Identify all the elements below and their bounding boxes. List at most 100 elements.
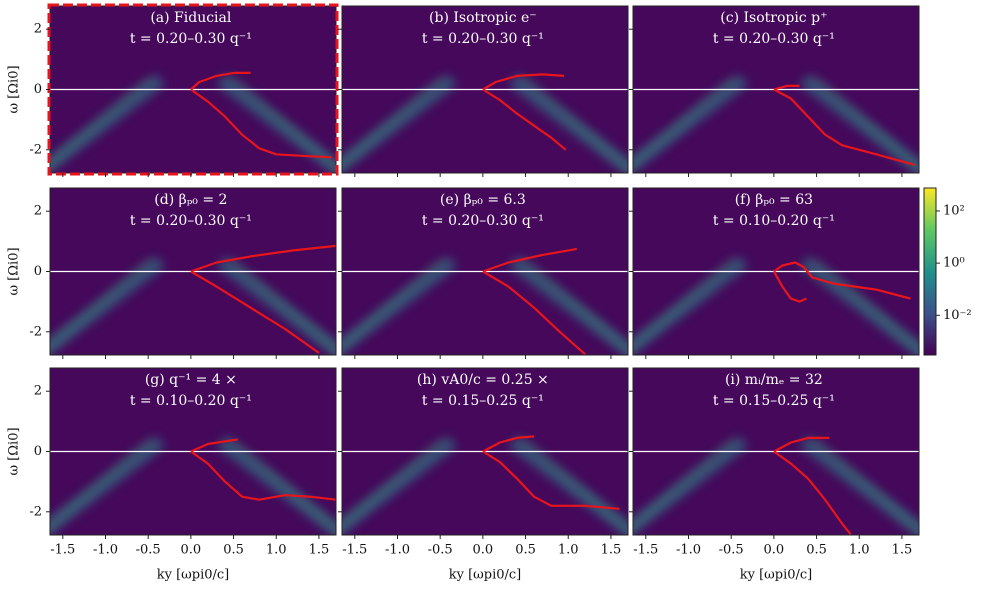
panel: [342, 6, 628, 173]
dispersion-curve: [773, 84, 800, 91]
dispersion-curve: [482, 450, 620, 510]
heatmap-texture: [633, 435, 749, 535]
heatmap-texture: [216, 255, 336, 355]
colorbar: [923, 187, 937, 356]
panel: [342, 188, 628, 355]
x-axis-label: ky [ωpi0/c]: [740, 568, 813, 583]
dispersion-curve: [773, 450, 852, 535]
heatmap-texture: [50, 437, 153, 529]
x-tick-label: 1.0: [849, 543, 870, 558]
x-tick-label: 0.5: [223, 543, 244, 558]
panel-subtitle: t = 0.20–0.30 q⁻¹: [130, 31, 252, 47]
y-tick-label: -2: [29, 142, 42, 157]
x-tick-label: 0.5: [515, 543, 536, 558]
heatmap-texture: [633, 255, 749, 355]
heatmap-texture: [812, 75, 919, 171]
heatmap-texture: [633, 257, 736, 349]
panel-subtitle: t = 0.20–0.30 q⁻¹: [422, 31, 544, 47]
dispersion-curve: [190, 270, 320, 354]
heatmap-texture: [812, 437, 919, 533]
heatmap-texture: [342, 257, 445, 349]
x-tick-label: 0.0: [764, 543, 785, 558]
heatmap-texture: [633, 75, 736, 167]
heatmap-texture: [812, 257, 919, 353]
dispersion-curve: [482, 270, 587, 355]
panel: [50, 368, 336, 535]
heatmap-texture: [342, 435, 458, 535]
panel-title: (g) q⁻¹ = 4 ×: [145, 372, 237, 388]
y-tick-label: 0: [34, 82, 42, 97]
dispersion-curve: [190, 71, 251, 91]
y-tick-label: 2: [34, 384, 42, 399]
panel: [342, 368, 628, 535]
x-tick-label: -0.5: [719, 543, 744, 558]
x-tick-label: 1.0: [558, 543, 579, 558]
heatmap-texture: [342, 73, 458, 173]
x-tick-label: 0.0: [181, 543, 202, 558]
heatmap-texture: [521, 75, 628, 171]
panel-title: (h) vA0/c = 0.25 ×: [417, 372, 549, 388]
dispersion-curve: [190, 450, 336, 501]
heatmap-texture: [342, 255, 458, 355]
panel: [50, 6, 336, 173]
heatmap-texture: [50, 73, 166, 173]
x-tick-label: -1.5: [50, 543, 75, 558]
heatmap-texture: [50, 257, 153, 349]
heatmap-texture: [799, 435, 919, 535]
y-tick-label: 0: [34, 444, 42, 459]
panel-title: (f) βₚ₀ = 63: [735, 192, 813, 208]
y-axis-label: ω [Ωi0]: [7, 427, 22, 475]
heatmap-texture: [229, 257, 336, 353]
panel-title: (d) βₚ₀ = 2: [154, 192, 227, 208]
colorbar-tick-label: 10⁰: [943, 256, 965, 271]
panel-title: (a) Fiducial: [150, 10, 232, 26]
panel-title: (e) βₚ₀ = 6.3: [440, 192, 526, 208]
dispersion-curve: [190, 244, 336, 273]
dispersion-curve: [482, 435, 535, 453]
panel-title: (b) Isotropic e⁻: [429, 10, 537, 26]
heatmap-texture: [50, 75, 153, 167]
x-tick-label: -1.5: [342, 543, 367, 558]
x-tick-label: 1.5: [601, 543, 622, 558]
y-axis-label: ω [Ωi0]: [7, 65, 22, 113]
heatmap-texture: [216, 73, 336, 173]
y-axis-label: ω [Ωi0]: [7, 247, 22, 295]
dispersion-curve: [773, 261, 911, 300]
x-tick-label: 1.0: [266, 543, 287, 558]
heatmap-texture: [508, 255, 628, 355]
dispersion-curve: [773, 88, 915, 166]
dispersion-curve: [190, 438, 238, 453]
y-tick-label: 0: [34, 264, 42, 279]
heatmap-texture: [799, 73, 919, 173]
panel-subtitle: t = 0.20–0.30 q⁻¹: [130, 213, 252, 229]
dispersion-curve: [773, 436, 830, 453]
heatmap-texture: [342, 75, 445, 167]
x-axis-label: ky [ωpi0/c]: [157, 568, 230, 583]
x-tick-label: 1.5: [892, 543, 913, 558]
heatmap-texture: [229, 75, 336, 171]
panel-subtitle: t = 0.20–0.30 q⁻¹: [422, 213, 544, 229]
x-tick-label: 0.0: [473, 543, 494, 558]
panel-subtitle: t = 0.15–0.25 q⁻¹: [713, 393, 835, 409]
y-tick-label: 2: [34, 204, 42, 219]
panel-subtitle: t = 0.15–0.25 q⁻¹: [422, 393, 544, 409]
heatmap-texture: [633, 73, 749, 173]
x-tick-label: -1.0: [93, 543, 118, 558]
panel: [50, 188, 336, 355]
x-tick-label: -1.0: [676, 543, 701, 558]
x-tick-label: -0.5: [428, 543, 453, 558]
y-tick-label: -2: [29, 324, 42, 339]
panel-title: (i) mᵢ/mₑ = 32: [725, 372, 823, 388]
dispersion-curve: [772, 270, 807, 303]
heatmap-texture: [229, 437, 336, 533]
x-axis-label: ky [ωpi0/c]: [449, 568, 522, 583]
x-tick-label: -0.5: [136, 543, 161, 558]
colorbar-tick-label: 10²: [943, 203, 965, 218]
x-tick-label: 1.5: [309, 543, 330, 558]
heatmap-texture: [216, 435, 336, 535]
heatmap-texture: [50, 255, 166, 355]
panel: [633, 6, 919, 173]
dispersion-curve: [482, 73, 565, 91]
